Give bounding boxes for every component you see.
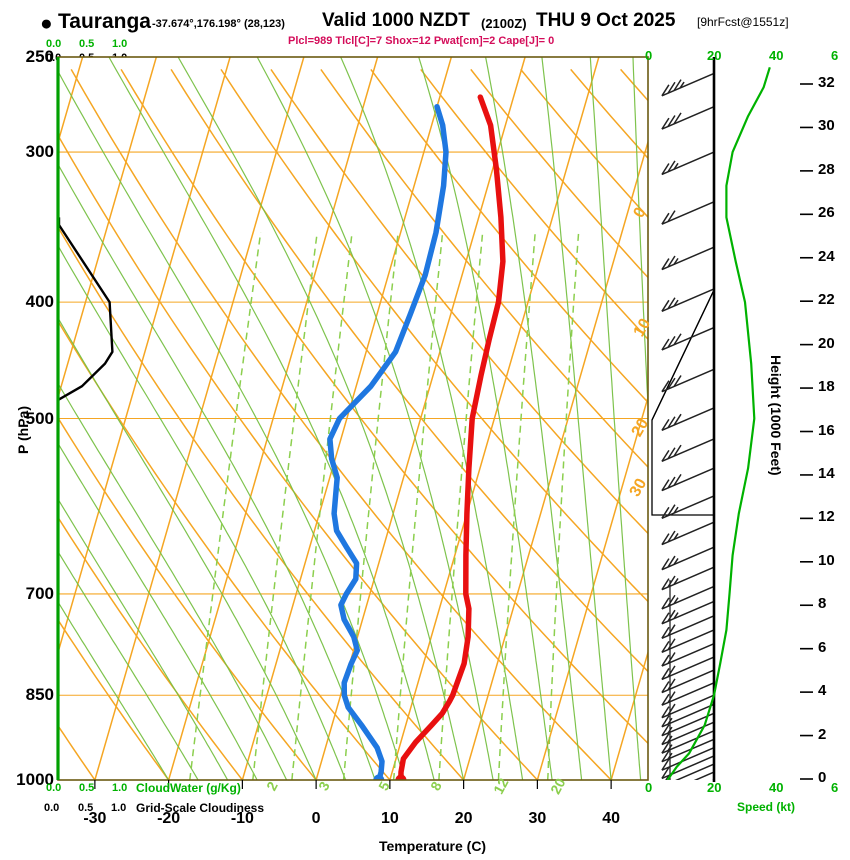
station-coordinates: -37.674°,176.198° (28,123) [152, 18, 285, 30]
height-tick-30: 30 [818, 117, 835, 135]
height-tick-28: 28 [818, 160, 835, 178]
valid-time: Valid 1000 NZDT [322, 10, 470, 31]
cloudwater-btick-2: 1.0 [112, 782, 128, 794]
cloudwater-axis-label: CloudWater (g/Kg) [136, 781, 241, 795]
height-tick-6: 6 [818, 638, 827, 656]
valid-time-utc: (2100Z) [481, 16, 527, 31]
temperature-tick--30: -30 [83, 810, 107, 827]
wind-speed-panel [666, 57, 813, 782]
height-tick-2: 2 [818, 725, 827, 743]
height-tick-16: 16 [818, 421, 835, 439]
dewpoint-curve [327, 103, 449, 780]
temperature-tick-20: 20 [454, 810, 473, 827]
cloudiness-btick-0: 0.0 [44, 802, 60, 814]
height-tick-12: 12 [818, 508, 835, 526]
temperature-tick-30: 30 [528, 810, 547, 827]
height-tick-32: 32 [818, 74, 835, 91]
cloudwater-btick-1: 0.5 [79, 782, 95, 794]
height-tick-10: 10 [818, 551, 835, 569]
height-axis-label: Height (1000 Feet) [768, 355, 784, 476]
temperature-tick--20: -20 [157, 810, 181, 827]
cloudiness-tick-0: 0.0 [46, 52, 62, 64]
speed-tick-20-bottom: 20 [707, 780, 722, 795]
valid-date: THU 9 Oct 2025 [536, 10, 676, 31]
cloudwater-btick-0: 0.0 [46, 782, 62, 794]
wind-barbs [661, 72, 715, 780]
temperature-tick--10: -10 [230, 810, 254, 827]
speed-axis-label: Speed (kt) [737, 800, 796, 814]
pressure-tick-1000: 1000 [16, 770, 54, 789]
pressure-tick-700: 700 [25, 583, 54, 603]
cloudiness-axis-label: Grid-Scale Cloudiness [136, 801, 265, 815]
cloudiness-btick-2: 1.0 [111, 802, 127, 814]
speed-tick-0-bottom: 0 [645, 780, 653, 795]
temperature-curve [395, 94, 506, 780]
height-tick-20: 20 [818, 334, 835, 352]
height-tick-4: 4 [818, 682, 827, 700]
speed-tick-40-top: 40 [769, 48, 784, 63]
speed-tick-20-top: 20 [707, 48, 722, 63]
height-tick-22: 22 [818, 291, 835, 309]
speed-tick-40-bottom: 40 [769, 780, 784, 795]
wind-speed-curve [666, 66, 771, 780]
temperature-tick-marks [94, 780, 612, 789]
height-tick-0: 0 [818, 769, 827, 786]
barb-panel-diag [651, 289, 715, 421]
height-tick-8: 8 [818, 595, 827, 613]
skewt-gridlines [58, 57, 648, 780]
cloudwater-tick-0: 0.0 [46, 38, 62, 50]
wind-barb-panel [651, 57, 715, 780]
speed-tick-6-bottom: 6 [831, 780, 839, 795]
station-bullet: ● [40, 12, 53, 35]
forecast-stamp: [9hrFcst@1551z] [697, 15, 789, 29]
height-tick-18: 18 [818, 378, 835, 396]
pressure-tick-400: 400 [25, 292, 54, 312]
pressure-tick-300: 300 [25, 142, 54, 162]
temperature-tick-10: 10 [380, 810, 399, 827]
pressure-tick-500: 500 [25, 408, 54, 428]
height-tick-marks [800, 83, 813, 780]
temperature-tick-0: 0 [311, 810, 321, 827]
cloudiness-btick-1: 0.5 [78, 802, 94, 814]
temperature-tick-40: 40 [602, 810, 621, 827]
speed-tick-6-top: 6 [831, 48, 839, 63]
pressure-axis-label: P (hPa) [15, 406, 31, 454]
height-tick-24: 24 [818, 247, 835, 265]
cloudwater-tick-1: 0.5 [79, 38, 95, 50]
temperature-axis-label: Temperature (C) [379, 838, 487, 854]
height-tick-14: 14 [818, 464, 835, 482]
speed-tick-0-top: 0 [645, 48, 653, 63]
pressure-tick-250: 250 [25, 47, 54, 66]
station-name: Tauranga [58, 10, 151, 33]
cloudwater-tick-2: 1.0 [112, 38, 128, 50]
sounding-parameters: Plcl=989 Tlcl[C]=7 Shox=12 Pwat[cm]=2 Ca… [288, 35, 555, 47]
pressure-tick-850: 850 [25, 685, 54, 705]
height-tick-26: 26 [818, 204, 835, 222]
